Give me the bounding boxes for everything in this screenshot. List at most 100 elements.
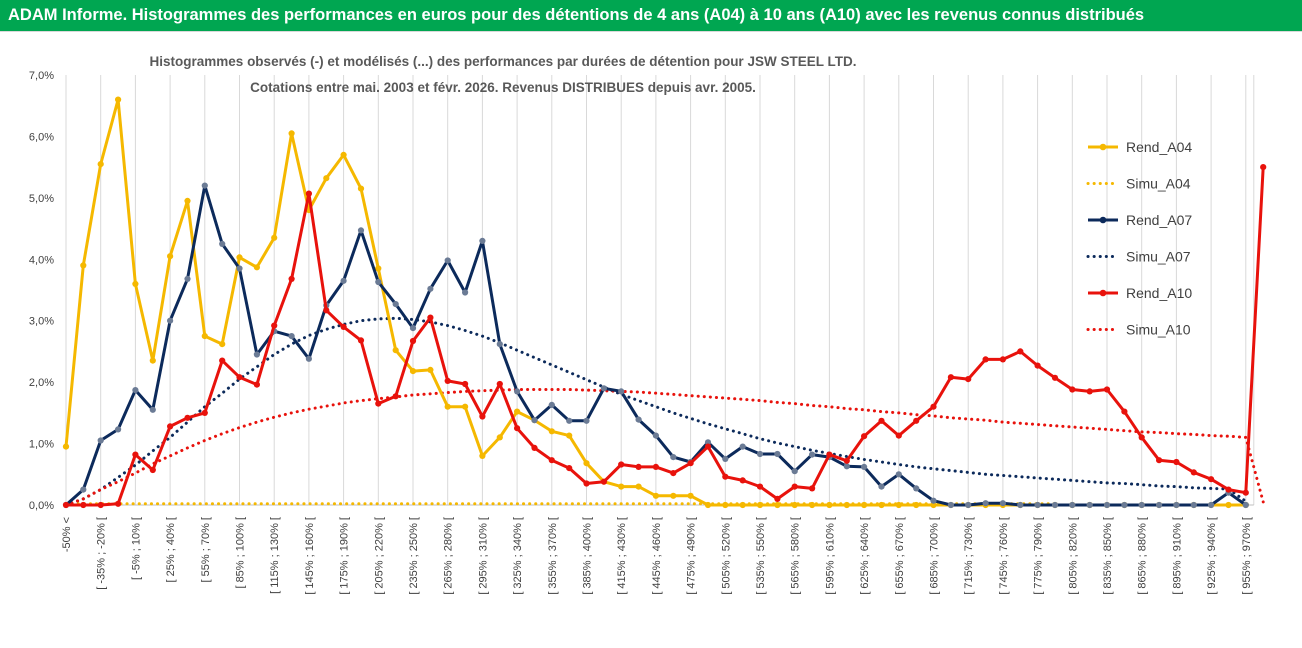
data-point-rend-a07 — [219, 240, 226, 247]
y-tick-label: 4,0% — [29, 254, 54, 266]
data-point-rend-a07 — [1138, 501, 1145, 509]
data-point-rend-a10 — [462, 380, 469, 388]
chart-area: 0,0% 1,0% 2,0% 3,0% 4,0% 5,0% 6,0% 7,0% -50% < [… — [0, 31, 1302, 647]
data-point-rend-a07 — [201, 182, 208, 189]
data-point-rend-a07 — [999, 500, 1007, 507]
data-point-rend-a04 — [253, 264, 260, 271]
x-tick-label: [ 865% ; 880% [ — [1137, 517, 1149, 595]
data-point-rend-a10 — [97, 501, 104, 509]
data-point-rend-a04 — [843, 501, 850, 509]
data-point-rend-a04 — [201, 333, 208, 340]
data-point-rend-a04 — [271, 234, 278, 241]
data-point-rend-a07 — [115, 426, 122, 433]
x-tick-label: [ 505% ; 520% [ — [720, 517, 732, 595]
y-axis: 0,0% 1,0% 2,0% 3,0% 4,0% 5,0% 6,0% 7,0% — [29, 70, 54, 512]
data-point-rend-a07 — [1190, 501, 1197, 509]
data-point-rend-a04 — [427, 366, 434, 373]
data-point-rend-a04 — [1225, 501, 1232, 509]
legend-item: Rend_A10 — [1088, 285, 1192, 301]
data-point-rend-a04 — [132, 280, 139, 287]
data-point-rend-a04 — [392, 347, 399, 354]
chart-title-line-2: Cotations entre mai. 2003 et févr. 2026.… — [250, 80, 756, 95]
data-point-rend-a10 — [1034, 362, 1041, 369]
x-axis: -50% < [ -35% ; -20% [[ -5% ; 10% [[ 25% … — [61, 517, 1253, 595]
data-point-rend-a10 — [1017, 348, 1024, 355]
data-point-rend-a04 — [184, 197, 191, 204]
data-point-rend-a04 — [913, 501, 920, 509]
data-point-rend-a10 — [531, 444, 538, 451]
data-point-rend-a04 — [652, 492, 660, 499]
x-tick-label: [ 445% ; 460% [ — [651, 517, 663, 595]
data-point-rend-a07 — [965, 501, 972, 509]
data-point-rend-a10 — [895, 432, 902, 439]
data-point-rend-a10 — [913, 417, 920, 424]
data-point-rend-a07 — [496, 341, 503, 348]
x-tick-label: [ 625% ; 640% [ — [859, 517, 871, 595]
data-point-rend-a10 — [1173, 458, 1180, 466]
data-point-rend-a04 — [514, 408, 521, 415]
series-line-rend-a10 — [66, 167, 1265, 507]
chart-series — [62, 96, 1267, 509]
data-point-rend-a10 — [115, 500, 122, 507]
data-point-rend-a10 — [409, 337, 417, 345]
data-point-rend-a10 — [1138, 434, 1145, 441]
y-tick-label: 6,0% — [29, 131, 54, 143]
data-point-rend-a10 — [219, 357, 226, 364]
data-point-rend-a07 — [913, 485, 920, 492]
x-tick-label: [ 925% ; 940% [ — [1206, 517, 1218, 595]
chart-title-line-1: Histogrammes observés (-) et modélisés (… — [150, 54, 857, 69]
data-point-rend-a10 — [357, 337, 365, 344]
data-point-rend-a10 — [444, 377, 451, 384]
data-point-rend-a07 — [1242, 501, 1249, 509]
data-point-rend-a07 — [184, 275, 191, 282]
legend-item: Rend_A04 — [1088, 139, 1192, 155]
data-point-rend-a07 — [167, 317, 174, 324]
data-point-rend-a07 — [809, 451, 816, 458]
data-point-rend-a10 — [1190, 469, 1197, 476]
x-tick-label: [ -35% ; -20% [ — [96, 517, 108, 590]
y-tick-label: 2,0% — [29, 377, 54, 389]
data-point-rend-a10 — [62, 501, 70, 509]
data-point-rend-a10 — [340, 323, 347, 330]
y-tick-label: 7,0% — [29, 70, 54, 82]
data-point-rend-a07 — [583, 417, 590, 424]
data-point-rend-a10 — [427, 314, 434, 321]
data-point-rend-a04 — [219, 341, 226, 348]
data-point-rend-a04 — [861, 501, 868, 509]
data-point-rend-a10 — [1156, 457, 1163, 464]
x-tick-label: [ 805% ; 820% [ — [1067, 517, 1079, 595]
data-point-rend-a10 — [756, 483, 764, 490]
x-tick-label: [ 295% ; 310% [ — [477, 517, 489, 595]
data-point-rend-a04 — [739, 501, 746, 509]
data-point-rend-a10 — [392, 393, 399, 400]
x-tick-label: [ 745% ; 760% [ — [998, 517, 1010, 595]
data-point-rend-a07 — [409, 325, 417, 332]
x-tick-label: [ 415% ; 430% [ — [616, 517, 628, 595]
data-point-rend-a04 — [62, 443, 70, 450]
data-point-rend-a07 — [444, 257, 451, 264]
report-title-banner: ADAM Informe. Histogrammes des performan… — [0, 0, 1302, 31]
x-tick-label: [ 655% ; 670% [ — [894, 517, 906, 595]
data-point-rend-a10 — [583, 480, 590, 487]
data-point-rend-a04 — [618, 483, 625, 490]
data-point-rend-a10 — [1242, 489, 1249, 496]
data-point-rend-a07 — [253, 351, 260, 358]
x-tick-label: [ 115% ; 130% [ — [269, 517, 281, 594]
data-point-rend-a10 — [635, 463, 642, 470]
data-point-rend-a07 — [1208, 501, 1215, 509]
data-point-rend-a04 — [80, 262, 87, 269]
series-line-simu-a10 — [64, 388, 1265, 507]
data-point-rend-a10 — [305, 190, 312, 197]
data-point-rend-a04 — [791, 501, 798, 509]
data-point-rend-a10 — [878, 417, 885, 424]
data-point-rend-a07 — [462, 289, 469, 296]
data-point-rend-a04 — [826, 501, 833, 509]
x-tick-label: [ 835% ; 850% [ — [1102, 517, 1114, 595]
data-point-rend-a10 — [1051, 374, 1059, 381]
x-tick-label: [ 235% ; 250% [ — [408, 517, 420, 595]
x-tick-label: [ 265% ; 280% [ — [443, 517, 455, 595]
data-point-rend-a07 — [895, 471, 902, 478]
data-point-rend-a04 — [583, 460, 590, 467]
data-point-rend-a07 — [97, 437, 104, 444]
data-point-rend-a07 — [375, 278, 382, 286]
